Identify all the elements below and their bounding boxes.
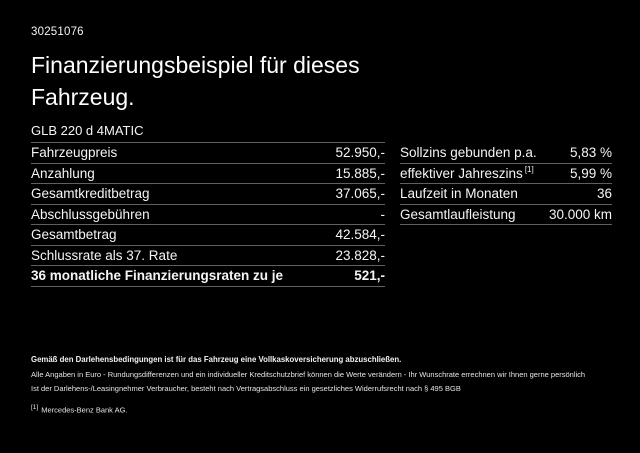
footnote-marker: [1] (524, 165, 534, 175)
row-value: 5,83 % (569, 145, 612, 161)
offer-id: 30251076 (31, 26, 84, 38)
footnote-reference-text: Mercedes-Benz Bank AG. (41, 405, 128, 415)
table-row: Anzahlung 15.885,- (31, 164, 385, 184)
row-value: 521,- (354, 268, 385, 284)
row-value: 23.828,- (335, 247, 385, 263)
page-title: Finanzierungsbeispiel für dieses Fahrzeu… (31, 52, 360, 110)
row-value: 52.950,- (335, 145, 385, 161)
table-row: Gesamtbetrag 42.584,- (31, 225, 385, 246)
row-label: Gesamtlaufleistung (400, 206, 516, 222)
footer-note-1: Alle Angaben in Euro - Rundungsdifferenz… (31, 370, 586, 379)
table-row: Sollzins gebunden p.a. 5,83 % (400, 143, 612, 164)
row-label: 36 monatliche Finanzierungsraten zu je (31, 268, 284, 284)
table-row: Fahrzeugpreis 52.950,- (31, 143, 385, 164)
financing-table: Fahrzeugpreis 52.950,- Anzahlung 15.885,… (31, 142, 385, 287)
legal-footer: Gemäß den Darlehensbedingungen ist für d… (31, 355, 611, 415)
row-label: Abschlussgebühren (31, 206, 150, 222)
footer-note-bold: Gemäß den Darlehensbedingungen ist für d… (31, 355, 402, 364)
row-value: 42.584,- (335, 227, 385, 243)
row-label: effektiver Jahreszins [1] (400, 165, 534, 181)
row-label: Gesamtkreditbetrag (31, 186, 150, 202)
row-label: Schlussrate als 37. Rate (31, 247, 178, 263)
row-label: Gesamtbetrag (31, 227, 117, 243)
vehicle-model-subtitle: GLB 220 d 4MATIC (31, 123, 144, 138)
table-row: Abschlussgebühren - (31, 205, 386, 225)
table-row: Gesamtkreditbetrag 37.065,- (31, 184, 385, 205)
row-value: 5,99 % (569, 165, 612, 181)
row-label: Anzahlung (31, 165, 95, 181)
row-label: Sollzins gebunden p.a. (400, 145, 537, 161)
row-label: Fahrzeugpreis (31, 145, 118, 161)
row-value: 30.000 km (548, 206, 612, 222)
table-row: effektiver Jahreszins [1] 5,99 % (400, 164, 612, 184)
footnote-reference: [1] Mercedes-Benz Bank AG. (31, 404, 611, 415)
table-row: Gesamtlaufleistung 30.000 km (400, 205, 612, 225)
table-row: Schlussrate als 37. Rate 23.828,- (31, 246, 385, 266)
table-row: Laufzeit in Monaten 36 (400, 184, 612, 205)
row-value: 36 (596, 186, 612, 202)
row-value: - (380, 206, 386, 222)
row-label: Laufzeit in Monaten (400, 186, 518, 202)
row-value: 37.065,- (335, 186, 385, 202)
table-row-monthly-rate: 36 monatliche Finanzierungsraten zu je 5… (31, 266, 385, 287)
footer-note-2: Ist der Darlehens-/Leasingnehmer Verbrau… (31, 384, 461, 393)
conditions-table: Sollzins gebunden p.a. 5,83 % effektiver… (400, 143, 612, 225)
row-value: 15.885,- (335, 165, 385, 181)
footnote-reference-marker: [1] (31, 404, 39, 411)
